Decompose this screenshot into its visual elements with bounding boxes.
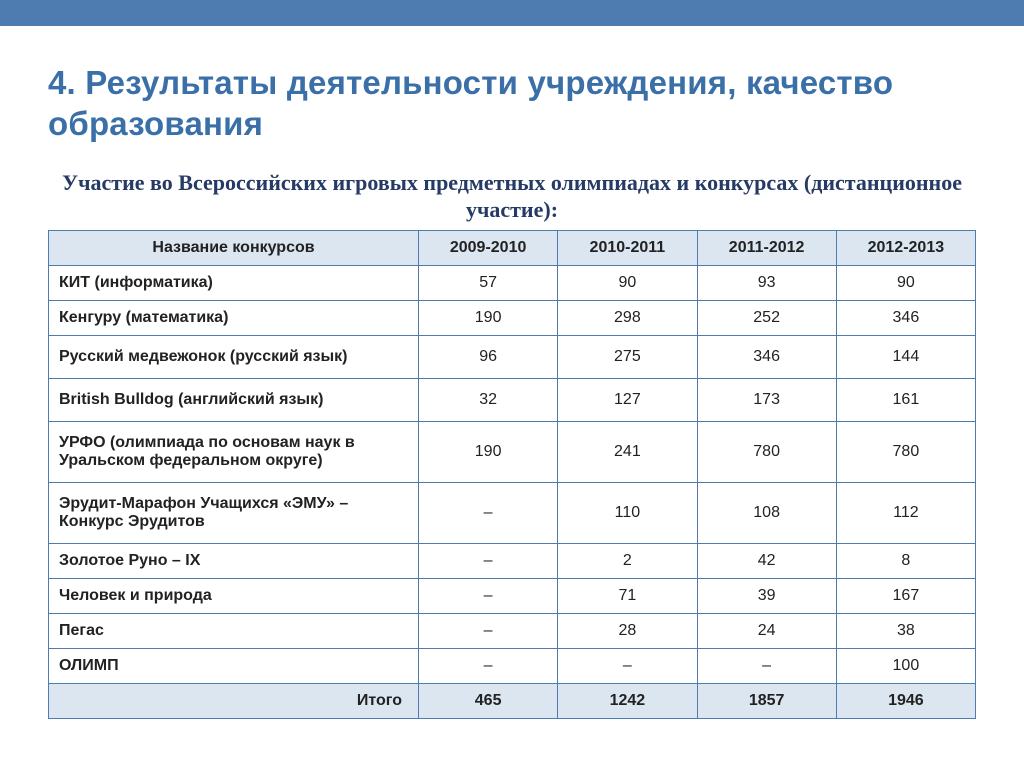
- value-cell: 96: [419, 335, 558, 378]
- contest-name: Эрудит-Марафон Учащихся «ЭМУ» – Конкурс …: [49, 482, 419, 543]
- slide-content: 4. Результаты деятельности учреждения, к…: [0, 26, 1024, 719]
- col-header-2012-2013: 2012-2013: [836, 230, 975, 265]
- contest-name: КИТ (информатика): [49, 265, 419, 300]
- value-cell: –: [419, 613, 558, 648]
- value-cell: 42: [697, 543, 836, 578]
- table-header-row: Название конкурсов 2009-2010 2010-2011 2…: [49, 230, 976, 265]
- value-cell: 93: [697, 265, 836, 300]
- total-value: 1857: [697, 683, 836, 718]
- value-cell: 190: [419, 421, 558, 482]
- table-row: Кенгуру (математика)190298252346: [49, 300, 976, 335]
- contest-name: УРФО (олимпиада по основам наук в Уральс…: [49, 421, 419, 482]
- col-header-name: Название конкурсов: [49, 230, 419, 265]
- value-cell: 780: [697, 421, 836, 482]
- table-row: Эрудит-Марафон Учащихся «ЭМУ» – Конкурс …: [49, 482, 976, 543]
- total-value: 465: [419, 683, 558, 718]
- value-cell: 298: [558, 300, 697, 335]
- value-cell: –: [419, 578, 558, 613]
- value-cell: –: [419, 543, 558, 578]
- col-header-2010-2011: 2010-2011: [558, 230, 697, 265]
- contest-name: Кенгуру (математика): [49, 300, 419, 335]
- value-cell: 57: [419, 265, 558, 300]
- value-cell: 90: [836, 265, 975, 300]
- value-cell: –: [697, 648, 836, 683]
- value-cell: 32: [419, 378, 558, 421]
- value-cell: 167: [836, 578, 975, 613]
- value-cell: 144: [836, 335, 975, 378]
- value-cell: 108: [697, 482, 836, 543]
- value-cell: 28: [558, 613, 697, 648]
- value-cell: 100: [836, 648, 975, 683]
- value-cell: 8: [836, 543, 975, 578]
- col-header-2009-2010: 2009-2010: [419, 230, 558, 265]
- value-cell: –: [558, 648, 697, 683]
- value-cell: 2: [558, 543, 697, 578]
- table-row: Пегас–282438: [49, 613, 976, 648]
- value-cell: 780: [836, 421, 975, 482]
- total-row: Итого465124218571946: [49, 683, 976, 718]
- value-cell: 24: [697, 613, 836, 648]
- value-cell: 39: [697, 578, 836, 613]
- contest-name: British Bulldog (английский язык): [49, 378, 419, 421]
- value-cell: 346: [697, 335, 836, 378]
- table-row: Русский медвежонок (русский язык)9627534…: [49, 335, 976, 378]
- total-value: 1242: [558, 683, 697, 718]
- value-cell: 90: [558, 265, 697, 300]
- contest-name: Русский медвежонок (русский язык): [49, 335, 419, 378]
- slide-subtitle: Участие во Всероссийских игровых предмет…: [48, 169, 976, 224]
- value-cell: 71: [558, 578, 697, 613]
- table-row: ОЛИМП–––100: [49, 648, 976, 683]
- results-table: Название конкурсов 2009-2010 2010-2011 2…: [48, 230, 976, 719]
- table-row: British Bulldog (английский язык)3212717…: [49, 378, 976, 421]
- value-cell: 173: [697, 378, 836, 421]
- contest-name: Золотое Руно – IX: [49, 543, 419, 578]
- top-accent-bar: [0, 0, 1024, 26]
- total-value: 1946: [836, 683, 975, 718]
- col-header-2011-2012: 2011-2012: [697, 230, 836, 265]
- value-cell: 275: [558, 335, 697, 378]
- value-cell: 346: [836, 300, 975, 335]
- value-cell: –: [419, 482, 558, 543]
- contest-name: Пегас: [49, 613, 419, 648]
- value-cell: 190: [419, 300, 558, 335]
- table-row: КИТ (информатика)57909390: [49, 265, 976, 300]
- value-cell: 110: [558, 482, 697, 543]
- value-cell: 252: [697, 300, 836, 335]
- slide-title: 4. Результаты деятельности учреждения, к…: [48, 62, 976, 145]
- value-cell: 241: [558, 421, 697, 482]
- value-cell: 161: [836, 378, 975, 421]
- total-label: Итого: [49, 683, 419, 718]
- table-row: Золотое Руно – IX–2428: [49, 543, 976, 578]
- table-row: Человек и природа–7139167: [49, 578, 976, 613]
- value-cell: 38: [836, 613, 975, 648]
- value-cell: 127: [558, 378, 697, 421]
- value-cell: 112: [836, 482, 975, 543]
- contest-name: Человек и природа: [49, 578, 419, 613]
- contest-name: ОЛИМП: [49, 648, 419, 683]
- value-cell: –: [419, 648, 558, 683]
- table-row: УРФО (олимпиада по основам наук в Уральс…: [49, 421, 976, 482]
